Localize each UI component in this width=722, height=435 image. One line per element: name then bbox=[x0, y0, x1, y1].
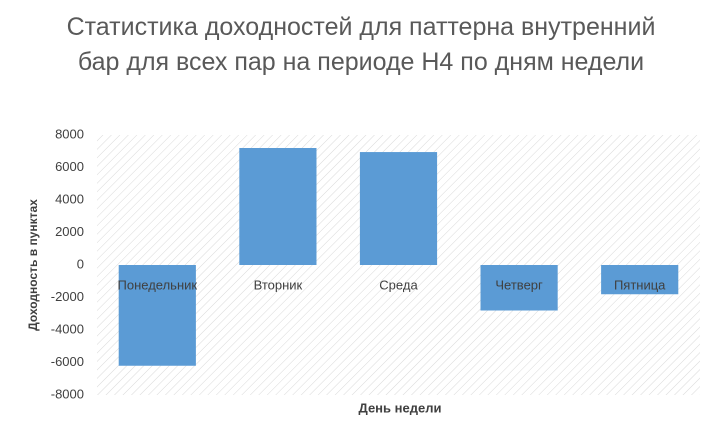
bar bbox=[118, 265, 196, 366]
chart-title: Статистика доходностей для паттерна внут… bbox=[66, 13, 656, 76]
x-axis-label: День недели bbox=[359, 400, 442, 415]
x-tick-label: Понедельник bbox=[118, 277, 198, 292]
x-tick-label: Среда bbox=[379, 277, 418, 292]
bar bbox=[480, 265, 558, 311]
x-tick-label: Пятница bbox=[614, 277, 666, 292]
y-tick-label: 4000 bbox=[55, 191, 84, 206]
y-axis-label: Доходность в пунктах bbox=[26, 199, 40, 331]
y-tick-label: 8000 bbox=[55, 126, 84, 141]
bar bbox=[359, 152, 438, 265]
y-tick-label: -4000 bbox=[51, 321, 84, 336]
y-tick-label: 6000 bbox=[55, 159, 84, 174]
y-tick-label: -8000 bbox=[51, 386, 84, 401]
y-tick-label: -6000 bbox=[51, 354, 84, 369]
y-tick-label: -2000 bbox=[51, 289, 84, 304]
bar bbox=[601, 265, 679, 295]
y-tick-label: 0 bbox=[77, 256, 84, 271]
bar bbox=[239, 148, 317, 265]
x-tick-label: Вторник bbox=[254, 277, 303, 292]
y-tick-label: 2000 bbox=[55, 224, 84, 239]
x-tick-label: Четверг bbox=[495, 277, 543, 292]
